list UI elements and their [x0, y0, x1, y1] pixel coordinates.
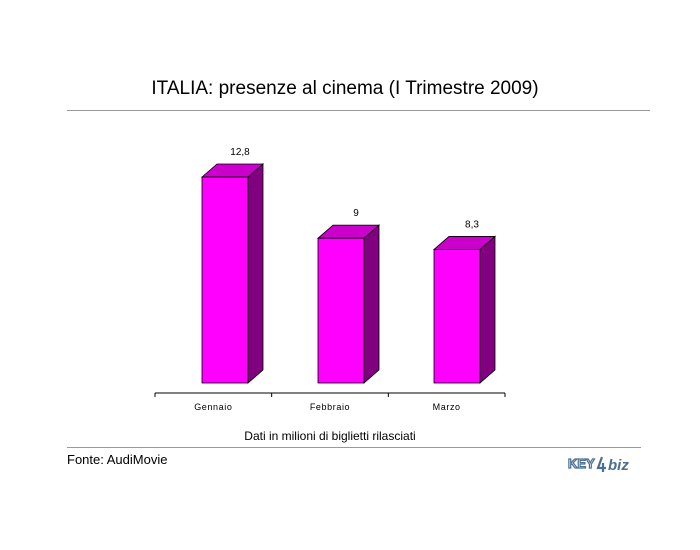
title-divider — [67, 110, 650, 111]
source-note: Fonte: AudiMovie — [67, 452, 168, 467]
logo-four-mark — [596, 456, 606, 472]
data-label: 12,8 — [230, 147, 250, 158]
chart-caption: Dati in milioni di biglietti rilasciati — [244, 429, 416, 443]
bar-side-marzo — [479, 235, 496, 384]
x-tick-label: Gennaio — [194, 402, 232, 412]
data-label: 9 — [353, 208, 359, 219]
chart-title: ITALIA: presenze al cinema (I Trimestre … — [151, 78, 539, 99]
bar-side-gennaio — [247, 163, 264, 384]
data-label: 8,3 — [465, 219, 479, 230]
x-tick-label: Febbraio — [310, 402, 350, 412]
logo-biz-text: biz — [608, 457, 629, 474]
x-tick-label: Marzo — [433, 402, 461, 412]
bar-febbraio — [317, 237, 365, 384]
bar-marzo — [433, 249, 481, 384]
logo-key-text: KEY — [568, 456, 595, 471]
key4biz-logo-icon: KEY biz — [568, 455, 629, 474]
bar-gennaio — [201, 176, 249, 384]
footer-divider — [67, 447, 641, 448]
bar-side-febbraio — [363, 224, 380, 384]
